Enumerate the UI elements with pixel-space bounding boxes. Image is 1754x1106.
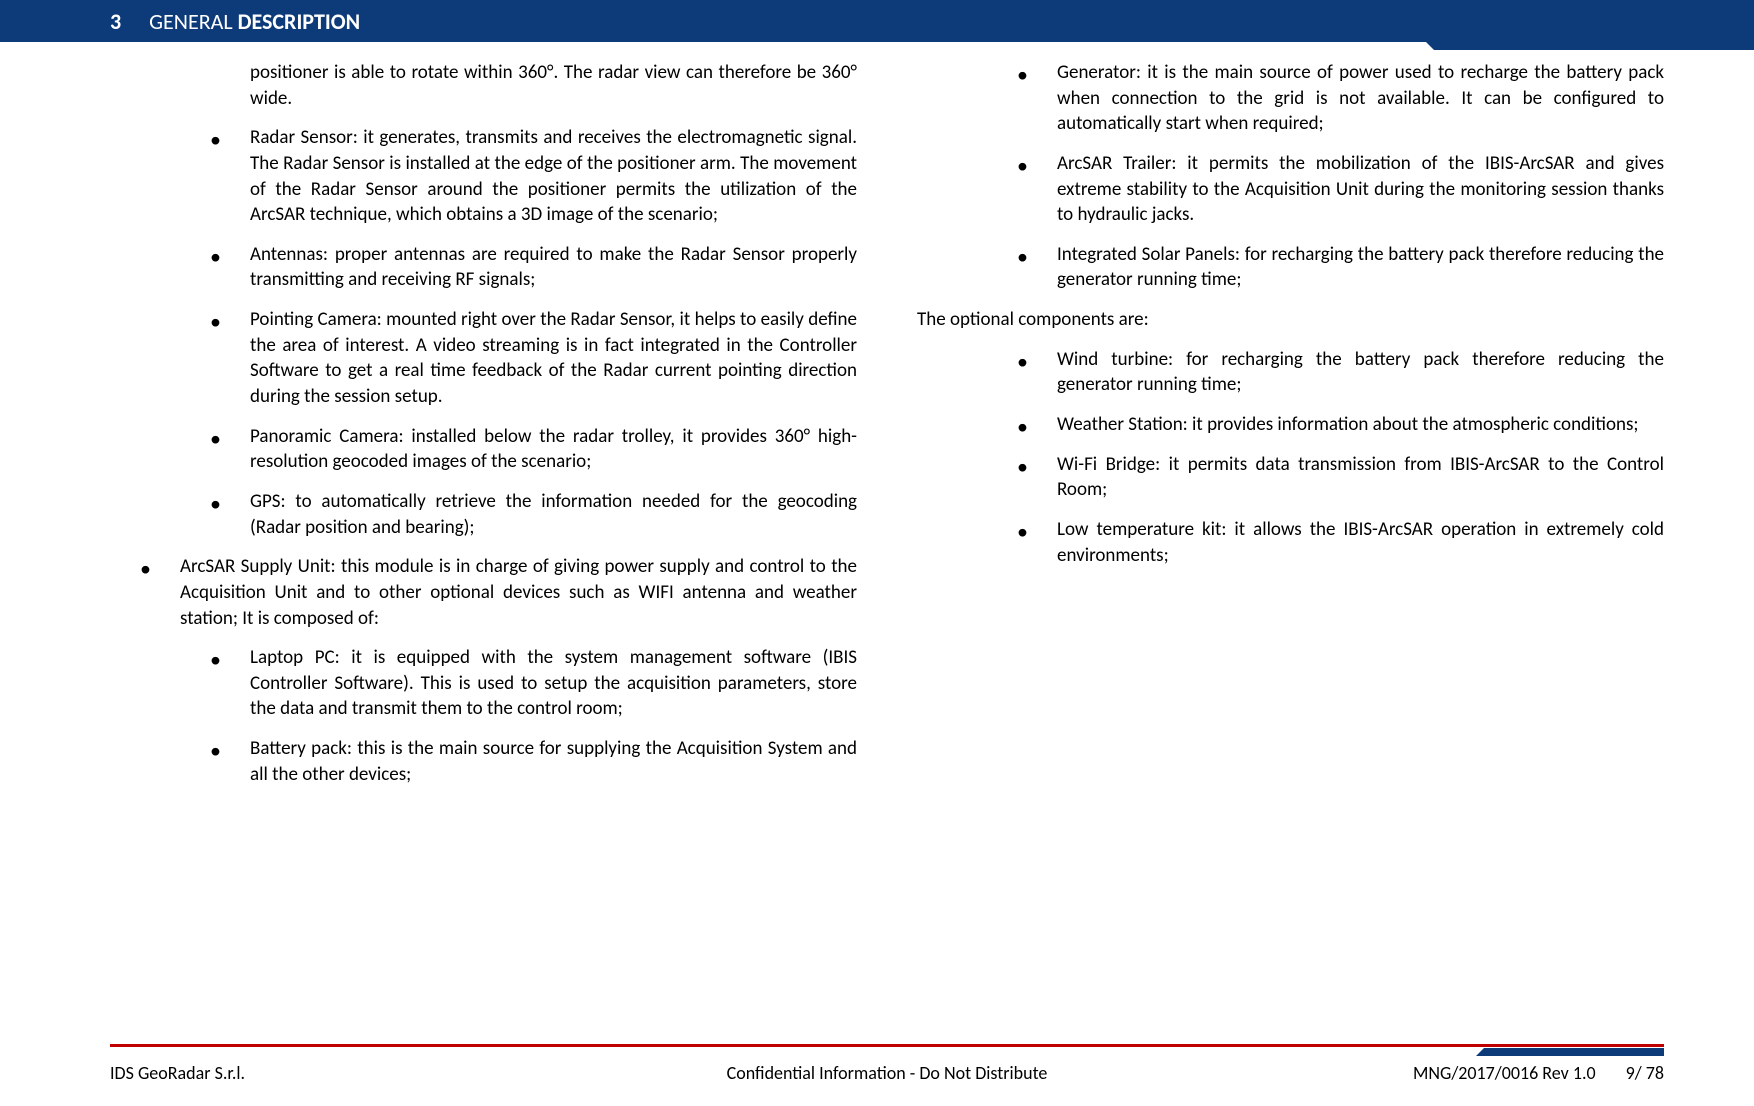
footer-page-number: 9/ 78	[1626, 1062, 1664, 1084]
list-item: Antennas: proper antennas are required t…	[110, 242, 857, 293]
header-accent-notch	[1434, 42, 1754, 50]
footer-text-row: IDS GeoRadar S.r.l. Confidential Informa…	[110, 1062, 1664, 1084]
right-sublist-1: Generator: it is the main source of powe…	[917, 60, 1664, 293]
optional-intro: The optional components are:	[917, 307, 1664, 333]
chapter-title-light: GENERAL	[149, 8, 237, 35]
list-item: Weather Station: it provides information…	[917, 412, 1664, 438]
left-column: positioner is able to rotate within 360°…	[110, 60, 897, 801]
list-item: Laptop PC: it is equipped with the syste…	[110, 645, 857, 722]
footer-company: IDS GeoRadar S.r.l.	[110, 1062, 245, 1084]
list-item: Panoramic Camera: installed below the ra…	[110, 424, 857, 475]
chapter-title-bold: DESCRIPTION	[238, 8, 360, 35]
list-item: Wi-Fi Bridge: it permits data transmissi…	[917, 452, 1664, 503]
left-mainlist: ArcSAR Supply Unit: this module is in ch…	[110, 554, 857, 631]
page-footer: IDS GeoRadar S.r.l. Confidential Informa…	[0, 1044, 1754, 1106]
list-item: Integrated Solar Panels: for recharging …	[917, 242, 1664, 293]
footer-doc-ref: MNG/2017/0016 Rev 1.0	[1413, 1062, 1596, 1084]
list-item: ArcSAR Supply Unit: this module is in ch…	[110, 554, 857, 631]
list-item: Wind turbine: for recharging the battery…	[917, 347, 1664, 398]
left-sublist-2: Laptop PC: it is equipped with the syste…	[110, 645, 857, 787]
page-header: 3 GENERAL DESCRIPTION	[0, 0, 1754, 42]
list-item: GPS: to automatically retrieve the infor…	[110, 489, 857, 540]
chapter-number: 3	[110, 8, 121, 35]
right-column: Generator: it is the main source of powe…	[897, 60, 1664, 801]
right-sublist-2: Wind turbine: for recharging the battery…	[917, 347, 1664, 568]
list-item: ArcSAR Trailer: it permits the mobilizat…	[917, 151, 1664, 228]
footer-blue-accent	[1484, 1048, 1664, 1056]
list-item: Pointing Camera: mounted right over the …	[110, 307, 857, 410]
list-item: Radar Sensor: it generates, transmits an…	[110, 125, 857, 228]
list-item: Generator: it is the main source of powe…	[917, 60, 1664, 137]
left-sublist-1: Radar Sensor: it generates, transmits an…	[110, 125, 857, 540]
chapter-title: GENERAL DESCRIPTION	[149, 8, 360, 35]
footer-confidential: Confidential Information - Do Not Distri…	[727, 1062, 1048, 1084]
content-area: positioner is able to rotate within 360°…	[0, 60, 1754, 801]
footer-red-line	[110, 1044, 1664, 1047]
footer-right-group: MNG/2017/0016 Rev 1.0 9/ 78	[1413, 1062, 1664, 1084]
list-item: Battery pack: this is the main source fo…	[110, 736, 857, 787]
list-item: Low temperature kit: it allows the IBIS-…	[917, 517, 1664, 568]
continuation-paragraph: positioner is able to rotate within 360°…	[110, 60, 857, 111]
